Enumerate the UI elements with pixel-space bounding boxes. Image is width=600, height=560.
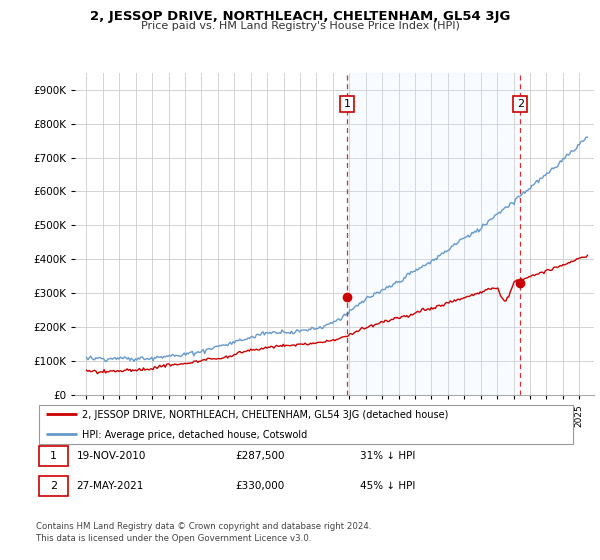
Text: Price paid vs. HM Land Registry's House Price Index (HPI): Price paid vs. HM Land Registry's House … <box>140 21 460 31</box>
Text: Contains HM Land Registry data © Crown copyright and database right 2024.
This d: Contains HM Land Registry data © Crown c… <box>36 522 371 543</box>
FancyBboxPatch shape <box>39 446 68 466</box>
Text: 2: 2 <box>50 480 57 491</box>
Text: 27-MAY-2021: 27-MAY-2021 <box>77 480 144 491</box>
Text: 2, JESSOP DRIVE, NORTHLEACH, CHELTENHAM, GL54 3JG (detached house): 2, JESSOP DRIVE, NORTHLEACH, CHELTENHAM,… <box>82 410 448 420</box>
Text: HPI: Average price, detached house, Cotswold: HPI: Average price, detached house, Cots… <box>82 430 307 440</box>
Text: 45% ↓ HPI: 45% ↓ HPI <box>360 480 415 491</box>
Bar <box>347 73 520 395</box>
Text: 31% ↓ HPI: 31% ↓ HPI <box>360 451 415 461</box>
Text: 1: 1 <box>50 451 57 461</box>
Text: 2, JESSOP DRIVE, NORTHLEACH, CHELTENHAM, GL54 3JG: 2, JESSOP DRIVE, NORTHLEACH, CHELTENHAM,… <box>90 10 510 23</box>
Text: £287,500: £287,500 <box>236 451 286 461</box>
FancyBboxPatch shape <box>39 405 574 444</box>
FancyBboxPatch shape <box>39 475 68 496</box>
Text: 2: 2 <box>517 99 524 109</box>
Text: 1: 1 <box>344 99 351 109</box>
Text: £330,000: £330,000 <box>236 480 285 491</box>
Text: 19-NOV-2010: 19-NOV-2010 <box>77 451 146 461</box>
